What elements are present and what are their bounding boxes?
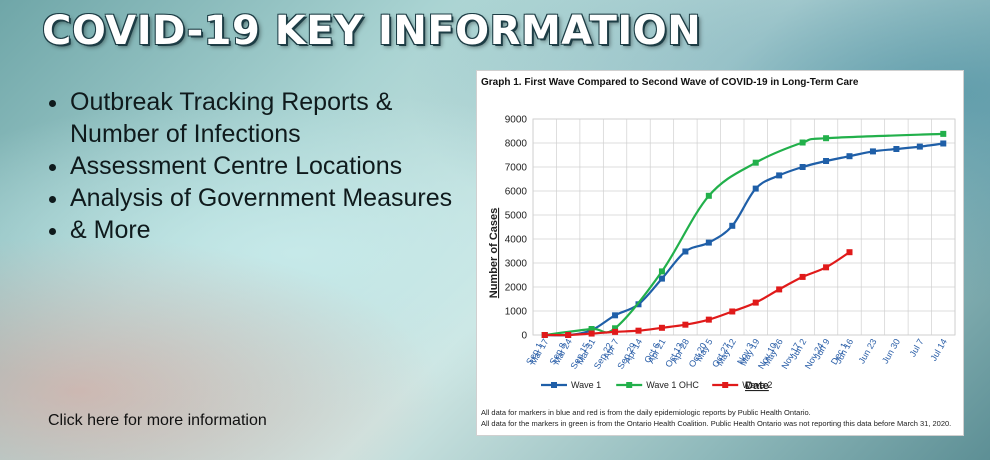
info-bullet-list: Outbreak Tracking Reports & Number of In… xyxy=(44,86,470,246)
data-point-wave-2 xyxy=(776,286,783,293)
chart-grid xyxy=(532,118,956,336)
chart-legend: Wave 1 Wave 1 OHC Wave 2 xyxy=(541,380,772,390)
data-point-wave-1 xyxy=(846,153,853,160)
data-point-wave-2 xyxy=(541,332,548,338)
x-tick-label-wave1: Jul 7 xyxy=(907,337,925,358)
y-tick-label: 5000 xyxy=(505,211,528,222)
data-point-wave-1-ohc xyxy=(823,135,830,142)
data-point-wave-2 xyxy=(846,249,853,256)
axis-ticks: 0100020003000400050006000700080009000Mar… xyxy=(505,115,949,371)
data-point-wave-1-ohc xyxy=(752,159,759,166)
more-information-link[interactable]: Click here for more information xyxy=(48,412,267,429)
data-point-wave-2 xyxy=(729,308,736,315)
bullet-assessment-centres: Assessment Centre Locations xyxy=(70,150,470,182)
data-point-wave-1 xyxy=(658,275,665,282)
data-point-wave-1 xyxy=(776,172,783,179)
legend-marker-wave-2 xyxy=(722,382,729,388)
legend-marker-wave-1-ohc xyxy=(626,382,633,388)
y-tick-label: 8000 xyxy=(505,139,528,150)
bullet-outbreak-tracking: Outbreak Tracking Reports & Number of In… xyxy=(70,86,470,150)
y-axis-label: Number of Cases xyxy=(488,208,500,298)
page-title: COVID-19 KEY INFORMATION xyxy=(42,8,702,54)
legend-label-wave-1-ohc: Wave 1 OHC xyxy=(646,380,699,390)
chart-card: Graph 1. First Wave Compared to Second W… xyxy=(476,70,964,436)
y-tick-label: 1000 xyxy=(505,307,528,318)
data-point-wave-1 xyxy=(705,239,712,246)
data-point-wave-1 xyxy=(729,222,736,229)
chart-note-1: All data for markers in blue and red is … xyxy=(481,408,811,417)
x-tick-label-wave1: Jun 30 xyxy=(880,337,902,365)
legend-marker-wave-1 xyxy=(551,382,557,388)
covid-ltc-chart: Graph 1. First Wave Compared to Second W… xyxy=(481,77,956,428)
data-point-wave-2 xyxy=(658,324,665,331)
data-point-wave-2 xyxy=(752,299,759,306)
chart-title: Graph 1. First Wave Compared to Second W… xyxy=(481,77,859,88)
data-point-wave-2 xyxy=(588,330,595,337)
chart-note-2: All data for the markers in green is fro… xyxy=(481,419,951,428)
data-point-wave-2 xyxy=(823,264,830,271)
data-point-wave-1 xyxy=(869,148,876,155)
data-point-wave-1-ohc xyxy=(612,325,619,332)
x-axis-label: Date xyxy=(745,380,769,392)
x-tick-label-wave1: Jul 14 xyxy=(928,337,949,363)
chart-series xyxy=(541,130,947,338)
legend-label-wave-1: Wave 1 xyxy=(571,380,601,390)
data-point-wave-1 xyxy=(893,146,900,152)
legend-label-wave-2: Wave 2 xyxy=(742,380,772,390)
data-point-wave-1 xyxy=(940,140,947,147)
y-tick-label: 4000 xyxy=(505,235,528,246)
data-point-wave-1-ohc xyxy=(588,326,595,332)
y-tick-label: 6000 xyxy=(505,187,528,198)
data-point-wave-1 xyxy=(916,143,923,150)
data-point-wave-1 xyxy=(612,312,619,319)
y-tick-label: 2000 xyxy=(505,283,528,294)
y-tick-label: 3000 xyxy=(505,259,528,270)
data-point-wave-2 xyxy=(565,332,572,338)
data-point-wave-2 xyxy=(612,328,619,335)
data-point-wave-2 xyxy=(705,316,712,323)
data-point-wave-1 xyxy=(799,164,806,170)
data-point-wave-1 xyxy=(752,185,759,192)
y-tick-label: 7000 xyxy=(505,163,528,174)
data-point-wave-1 xyxy=(682,248,689,255)
y-tick-label: 0 xyxy=(521,331,527,342)
data-point-wave-1-ohc xyxy=(705,192,712,199)
x-tick-label-wave1: Jun 23 xyxy=(857,337,879,365)
data-point-wave-1 xyxy=(823,158,830,164)
data-point-wave-2 xyxy=(682,321,689,328)
data-point-wave-1-ohc xyxy=(658,268,665,275)
y-tick-label: 9000 xyxy=(505,115,528,126)
data-point-wave-2 xyxy=(635,327,642,334)
bullet-more: & More xyxy=(70,214,470,246)
data-point-wave-2 xyxy=(799,273,806,280)
data-point-wave-1-ohc xyxy=(799,139,806,146)
data-point-wave-1-ohc xyxy=(940,130,947,137)
bullet-government-measures: Analysis of Government Measures xyxy=(70,182,470,214)
